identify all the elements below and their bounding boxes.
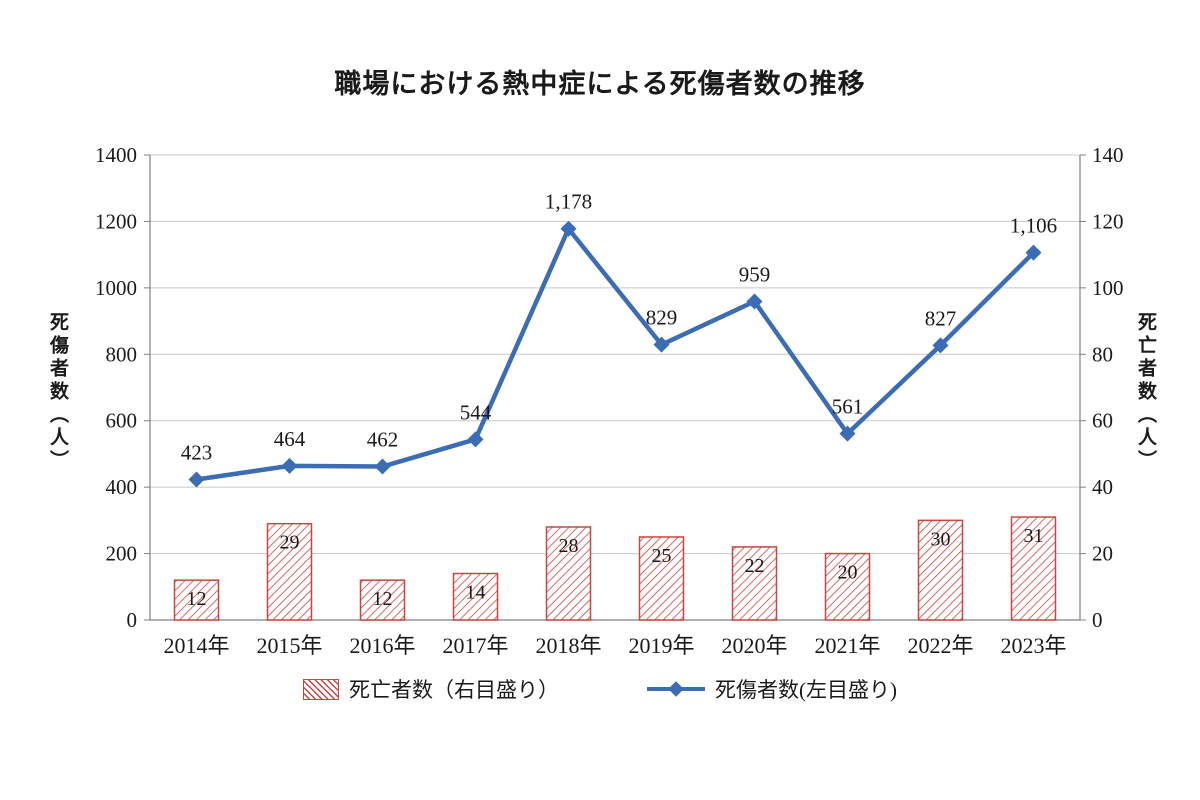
x-axis-label: 2021年 [814,633,880,658]
bar-value-label: 14 [466,582,486,604]
x-axis-label: 2018年 [535,633,601,658]
casualties-line-swatch-icon [647,687,705,691]
bar-value-label: 31 [1024,525,1044,547]
bar [173,579,220,621]
bar-value-label: 22 [745,555,765,577]
right-axis-title: 死亡者数（人） [1135,312,1156,473]
x-axis-label: 2022年 [907,633,973,658]
line-marker [374,458,391,475]
line-value-label: 544 [460,400,492,424]
line-marker [560,220,577,237]
line-marker [839,425,856,442]
x-axis-label: 2017年 [442,633,508,658]
bar [638,536,685,621]
line-marker [1025,244,1042,261]
line-value-label: 959 [739,262,771,286]
left-axis-title: 死傷者数（人） [47,312,68,473]
legend-casualties-label: 死傷者数(左目盛り) [715,678,897,702]
line-marker [188,471,205,488]
left-axis-tick-label: 200 [106,542,138,566]
bar [731,546,778,621]
bar [545,526,592,621]
x-axis-label: 2014年 [163,633,229,658]
right-axis-tick-label: 100 [1092,276,1124,300]
bar [359,579,406,621]
bar-value-label: 20 [838,562,858,584]
deaths-hatch-swatch-icon [303,678,339,700]
line-value-label: 423 [181,441,213,465]
right-axis-tick-label: 20 [1092,542,1113,566]
line-marker [932,337,949,354]
left-axis-tick-label: 1000 [95,276,137,300]
right-axis-tick-label: 0 [1092,608,1103,632]
bar [452,572,499,621]
left-axis-tick-label: 400 [106,475,138,499]
bar [917,519,964,621]
bar-value-label: 28 [559,535,579,557]
bar-value-label: 12 [187,588,207,610]
right-axis-tick-label: 140 [1092,143,1124,167]
legend-item-deaths: 死亡者数（右目盛り） [303,674,559,704]
line-marker [467,431,484,448]
x-axis-label: 2019年 [628,633,694,658]
line-marker [653,336,670,353]
x-axis-label: 2020年 [721,633,787,658]
bar-value-label: 29 [280,532,300,554]
left-axis-tick-label: 1200 [95,209,137,233]
x-axis-label: 2015年 [256,633,322,658]
legend-deaths-label: 死亡者数（右目盛り） [349,678,559,702]
line-value-label: 561 [832,395,864,419]
casualties-line [194,226,1036,482]
right-axis-tick-label: 80 [1092,342,1113,366]
bar [824,552,871,621]
line-value-label: 464 [274,427,306,451]
right-axis-tick-label: 120 [1092,209,1124,233]
legend-item-casualties: 死傷者数(左目盛り) [647,674,897,704]
line-value-label: 1,106 [1010,214,1057,238]
left-axis-tick-label: 0 [127,608,138,632]
line-value-label: 1,178 [545,190,592,214]
line-value-label: 827 [925,306,957,330]
line-marker [746,293,763,310]
bar-value-label: 30 [931,528,951,550]
right-axis-tick-label: 40 [1092,475,1113,499]
chart-canvas: 0 200 400 600 800 1000 1200 1400 0 20 40 60 80 100 120… [95,143,1124,658]
bar [266,522,313,621]
line-value-label: 462 [367,428,399,452]
right-axis-tick-label: 60 [1092,409,1113,433]
line-value-label: 829 [646,306,678,330]
bar [1010,516,1057,621]
line-marker [281,457,298,474]
x-axis-label: 2023年 [1000,633,1066,658]
bar-value-label: 25 [652,545,672,567]
chart-title: 職場における熱中症による死傷者数の推移 [334,69,866,99]
left-axis-tick-label: 600 [106,409,138,433]
left-axis-tick-label: 800 [106,342,138,366]
legend: 死亡者数（右目盛り） 死傷者数(左目盛り) [0,674,1200,704]
x-axis-label: 2016年 [349,633,415,658]
bar-value-label: 12 [373,588,393,610]
left-axis-tick-label: 1400 [95,143,137,167]
